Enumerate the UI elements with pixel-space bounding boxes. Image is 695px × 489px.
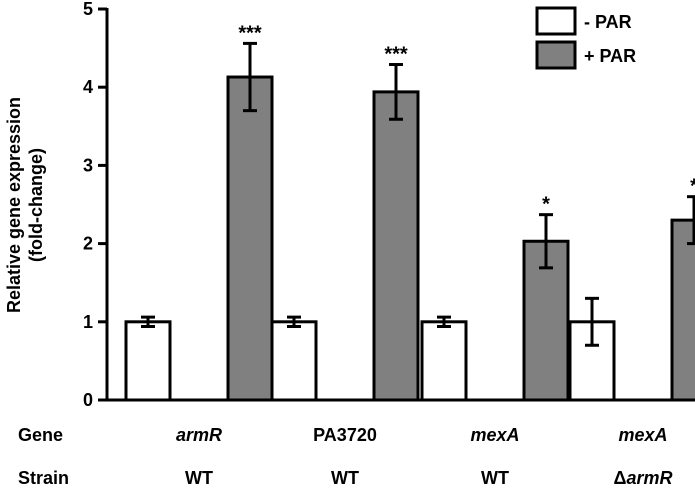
bar-minus-par — [270, 320, 318, 402]
bar-plus-par — [670, 218, 695, 402]
bar-plus-par — [226, 75, 274, 402]
bar-minus-par — [420, 320, 468, 402]
gene-label: PA3720 — [313, 425, 377, 445]
legend-swatch-minus-par — [535, 6, 577, 36]
row-label-gene: Gene — [18, 425, 63, 445]
y-axis-title-line1: Relative gene expression — [4, 97, 24, 313]
strain-label-name: WT — [185, 468, 213, 488]
legend: - PAR + PAR — [535, 6, 636, 70]
legend-label-plus-par: + PAR — [584, 46, 636, 66]
y-axis-title-line2: (fold-change) — [26, 148, 46, 262]
significance-label: * — [690, 176, 695, 198]
y-tick-label: 2 — [83, 234, 93, 254]
significance-label: *** — [238, 22, 262, 44]
y-tick-label: 1 — [83, 312, 93, 332]
gene-label: mexA — [618, 425, 667, 445]
strain-label-name: armR — [626, 468, 672, 488]
gene-label: mexA — [470, 425, 519, 445]
significance-label: * — [542, 194, 550, 216]
y-axis-title: Relative gene expression (fold-change) — [4, 97, 46, 313]
bar-plus-par — [372, 90, 420, 402]
gene-label: armR — [176, 425, 222, 445]
strain-label-name: WT — [331, 468, 359, 488]
row-label-strain: Strain — [18, 468, 69, 488]
legend-label-minus-par: - PAR — [584, 12, 632, 32]
strain-label: WT — [185, 468, 213, 488]
strain-label: WT — [481, 468, 509, 488]
strain-label-prefix: Δ — [614, 468, 627, 488]
y-tick-label: 0 — [83, 390, 93, 410]
y-tick-label: 3 — [83, 155, 93, 175]
legend-swatch-plus-par — [535, 40, 577, 70]
bar-minus-par — [124, 320, 172, 402]
y-tick-label: 5 — [83, 0, 93, 19]
strain-label: WT — [331, 468, 359, 488]
significance-label: *** — [384, 44, 408, 66]
y-tick-label: 4 — [83, 77, 93, 97]
strain-label: ΔarmR — [614, 468, 673, 488]
strain-label-name: WT — [481, 468, 509, 488]
